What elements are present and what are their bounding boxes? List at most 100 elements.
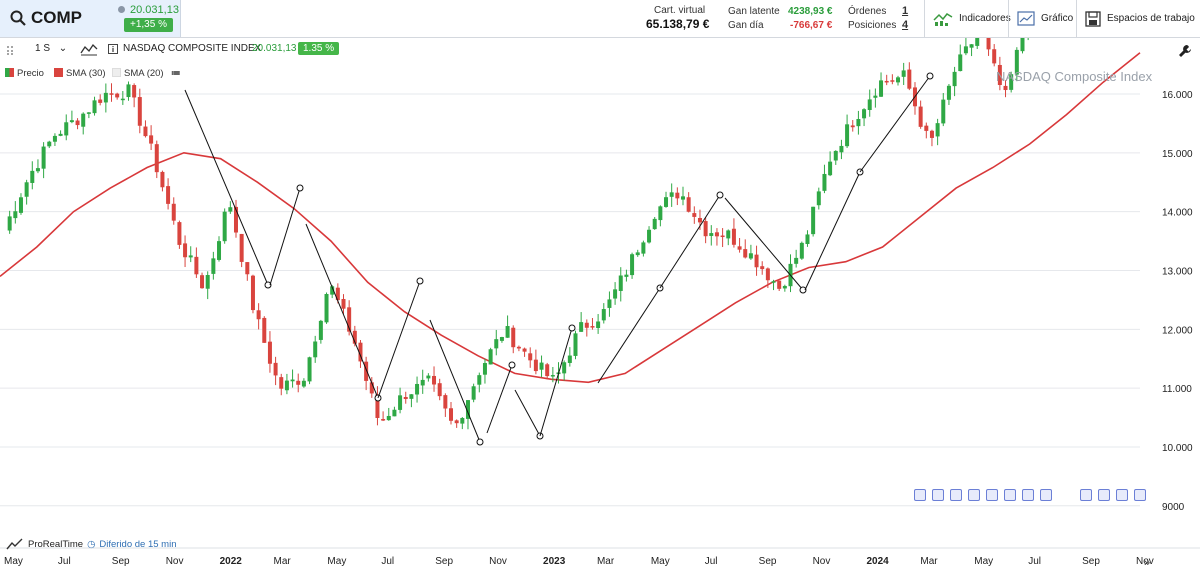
price-chart[interactable]: 16.000 15.000 14.000 13.000 12.000 11.000 10.0… xyxy=(0,38,1200,573)
delay-label: Diferido de 15 min xyxy=(99,538,177,550)
candle-body xyxy=(811,206,816,235)
legend-sma20[interactable]: SMA (20) xyxy=(112,68,164,79)
x-tick-label: May xyxy=(4,556,23,567)
candle-body xyxy=(64,122,69,136)
event-icon[interactable] xyxy=(1004,489,1016,501)
legend-list-icon[interactable]: ≔ xyxy=(171,68,181,79)
candle-body xyxy=(330,286,335,295)
candle-body xyxy=(426,375,431,379)
trend-arrow xyxy=(429,319,481,443)
candle-body xyxy=(941,99,946,124)
timeframe-selector[interactable]: 1 S ⌄ xyxy=(35,43,67,54)
trend-arrow xyxy=(269,187,301,286)
candle-body xyxy=(935,123,940,137)
candle-body xyxy=(828,161,833,176)
candle-body xyxy=(211,258,216,274)
event-icon[interactable] xyxy=(1022,489,1034,501)
candle-body xyxy=(415,383,420,395)
y-tick-label: 11.000 xyxy=(1162,384,1192,395)
candle-body xyxy=(924,125,929,131)
candle-body xyxy=(1014,49,1019,75)
event-icon[interactable] xyxy=(1098,489,1110,501)
instrument-name: NASDAQ COMPOSITE INDEX xyxy=(123,43,262,54)
candle-body xyxy=(86,112,91,114)
candle-body xyxy=(777,280,782,289)
candle-body xyxy=(986,38,991,50)
indicators-button[interactable]: Indicadores xyxy=(924,0,1011,37)
candle-body xyxy=(233,206,238,233)
candle-body xyxy=(675,192,680,199)
trend-arrow xyxy=(539,327,573,437)
data-source: ProRealTime ◷ Diferido de 15 min xyxy=(6,537,177,551)
x-tick-label: May xyxy=(327,556,346,567)
sma30-swatch xyxy=(54,68,63,77)
y-tick-label: 12.000 xyxy=(1162,325,1193,336)
candle-body xyxy=(154,144,159,173)
candle-body xyxy=(573,333,578,356)
candle-body xyxy=(290,379,295,382)
candle-body xyxy=(658,206,663,221)
candle-body xyxy=(137,97,142,126)
candle-body xyxy=(24,182,29,197)
legend-sma20-label: SMA (20) xyxy=(124,68,164,79)
info-icon[interactable] xyxy=(108,44,118,54)
orders-count[interactable]: 1 xyxy=(902,5,909,17)
workspaces-button[interactable]: Espacios de trabajo xyxy=(1076,0,1200,37)
x-tick-label: Sep xyxy=(112,556,130,567)
arrow-head xyxy=(476,438,484,446)
event-icon[interactable] xyxy=(1134,489,1146,501)
x-tick-label: Nov xyxy=(813,556,831,567)
candle-body xyxy=(69,120,74,123)
candle-body xyxy=(217,241,222,260)
event-icon[interactable] xyxy=(932,489,944,501)
candle-body xyxy=(607,299,612,308)
candle-body xyxy=(720,235,725,238)
candle-body xyxy=(279,377,284,389)
candle-body xyxy=(284,380,289,391)
event-icon[interactable] xyxy=(1080,489,1092,501)
event-icon[interactable] xyxy=(950,489,962,501)
candle-body xyxy=(7,216,12,231)
candle-body xyxy=(488,349,493,365)
candle-body xyxy=(963,46,968,54)
event-icon[interactable] xyxy=(986,489,998,501)
virtual-portfolio-value[interactable]: 65.138,79 € xyxy=(646,17,710,31)
scroll-right-icon[interactable]: » xyxy=(1144,557,1151,569)
x-tick-label: 2024 xyxy=(866,556,889,567)
candle-body xyxy=(477,375,482,385)
candle-body xyxy=(494,339,499,349)
candle-body xyxy=(709,233,714,236)
candle-body xyxy=(245,262,250,275)
candle-body xyxy=(765,268,770,281)
workspaces-label: Espacios de trabajo xyxy=(1107,13,1195,24)
event-icon[interactable] xyxy=(914,489,926,501)
candle-body xyxy=(680,196,685,200)
legend-sma30[interactable]: SMA (30) xyxy=(54,68,106,79)
search-icon[interactable] xyxy=(9,9,27,27)
symbol-label[interactable]: COMP xyxy=(31,8,82,27)
x-tick-label: Mar xyxy=(920,556,938,567)
candle-body xyxy=(120,98,125,101)
candle-body xyxy=(528,353,533,361)
candle-body xyxy=(850,125,855,128)
chart-type-icon[interactable] xyxy=(80,42,98,56)
candle-body xyxy=(177,222,182,245)
event-icon[interactable] xyxy=(968,489,980,501)
candle-body xyxy=(432,375,437,385)
candle-body xyxy=(35,168,40,172)
candle-body xyxy=(409,394,414,399)
candle-body xyxy=(403,397,408,400)
positions-count[interactable]: 4 xyxy=(902,19,909,31)
x-tick-label: Nov xyxy=(489,556,507,567)
candle-body xyxy=(896,77,901,83)
chart-button[interactable]: Gráfico xyxy=(1008,0,1076,37)
legend-price[interactable]: Precio xyxy=(5,68,44,79)
drag-handle-icon[interactable] xyxy=(6,45,16,55)
candle-body xyxy=(250,275,255,311)
symbol-search-box[interactable]: COMP 20.031,13 +1,35 % xyxy=(0,0,181,37)
event-icon[interactable] xyxy=(1040,489,1052,501)
candle-body xyxy=(743,249,748,258)
wrench-icon[interactable] xyxy=(1178,44,1192,58)
candle-body xyxy=(1009,74,1014,90)
event-icon[interactable] xyxy=(1116,489,1128,501)
